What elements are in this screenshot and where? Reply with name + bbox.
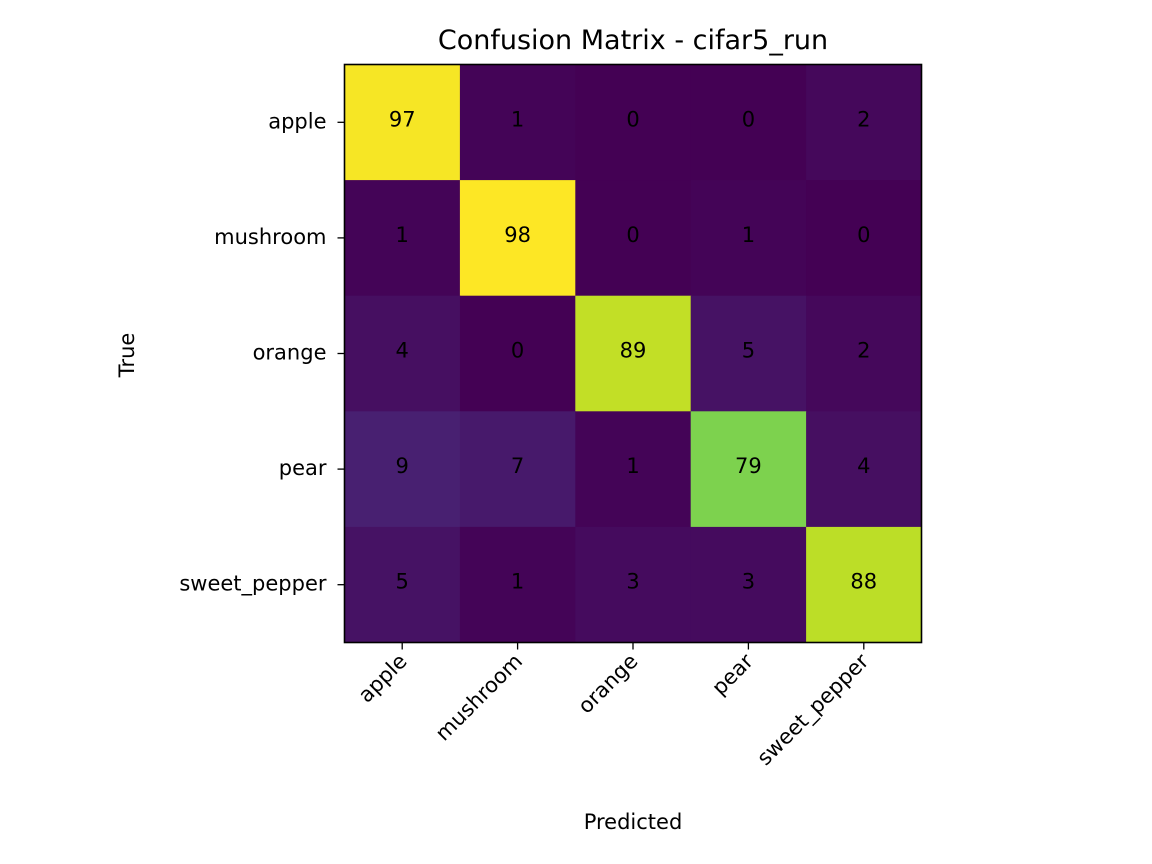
heatmap-cell (459, 180, 576, 297)
cell-value-label: 9 (396, 454, 409, 478)
heatmap-cell (806, 526, 922, 643)
cell-value-label: 2 (857, 107, 870, 131)
cell-value-label: 4 (857, 454, 870, 478)
y-tick-label: orange (253, 341, 327, 365)
y-tick-label: mushroom (214, 225, 326, 249)
heatmap-cell (806, 295, 922, 412)
cell-value-label: 0 (511, 339, 524, 363)
cell-value-label: 7 (511, 454, 524, 478)
heatmap-cell (459, 526, 576, 643)
cell-value-label: 1 (626, 454, 639, 478)
heatmap-cell (575, 64, 692, 181)
cell-value-label: 88 (850, 570, 877, 594)
heatmap-cell (344, 180, 461, 297)
cell-value-label: 1 (511, 570, 524, 594)
heatmap-cells (344, 64, 922, 643)
cell-value-label: 5 (396, 570, 409, 594)
x-axis-label: Predicted (584, 810, 683, 834)
heatmap-cell (575, 180, 692, 297)
heatmap-cell (575, 526, 692, 643)
heatmap-cell (690, 411, 807, 528)
cell-value-label: 97 (389, 107, 416, 131)
cell-value-label: 4 (396, 339, 409, 363)
cell-value-label: 3 (626, 570, 639, 594)
x-tick-label: pear (707, 649, 758, 700)
heatmap-cell (575, 295, 692, 412)
x-tick-label: mushroom (431, 649, 527, 745)
x-tick-label: apple (354, 649, 412, 707)
cell-value-label: 5 (742, 339, 755, 363)
heatmap-cell (459, 64, 576, 181)
heatmap-cell (344, 295, 461, 412)
cell-value-label: 79 (735, 454, 762, 478)
y-axis-label: True (115, 333, 139, 379)
y-tick-label: sweet_pepper (179, 572, 327, 597)
heatmap-cell (690, 64, 807, 181)
cell-value-label: 3 (742, 570, 755, 594)
cell-value-label: 0 (626, 107, 639, 131)
x-tick-label: sweet_pepper (752, 649, 874, 771)
heatmap-cell (459, 295, 576, 412)
heatmap-cell (459, 411, 576, 528)
heatmap-cell (806, 180, 922, 297)
cell-value-label: 2 (857, 339, 870, 363)
cell-value-label: 0 (742, 107, 755, 131)
y-tick-label: apple (268, 109, 326, 133)
heatmap-cell (344, 411, 461, 528)
heatmap-cell (690, 526, 807, 643)
y-axis-ticks: apple mushroom orange pear sweet_pepper (179, 109, 345, 597)
heatmap-cell (575, 411, 692, 528)
heatmap-cell (690, 180, 807, 297)
cell-value-label: 0 (626, 223, 639, 247)
heatmap-cell (690, 295, 807, 412)
cell-value-label: 1 (742, 223, 755, 247)
heatmap-cell (344, 526, 461, 643)
cell-value-label: 98 (504, 223, 531, 247)
y-tick-label: pear (279, 456, 327, 480)
cell-value-label: 1 (396, 223, 409, 247)
cell-value-labels: 97 1 0 0 21 98 0 1 04 0 89 5 29 7 1 79 45 1 3 3 88 (389, 107, 877, 593)
cell-value-label: 89 (620, 339, 647, 363)
heatmap-cell (806, 411, 922, 528)
x-tick-label: orange (573, 649, 642, 718)
cell-value-label: 1 (511, 107, 524, 131)
chart-title: Confusion Matrix - cifar5_run (438, 25, 828, 56)
cell-value-label: 0 (857, 223, 870, 247)
heatmap-cell (806, 64, 922, 181)
heatmap-cell (344, 64, 461, 181)
